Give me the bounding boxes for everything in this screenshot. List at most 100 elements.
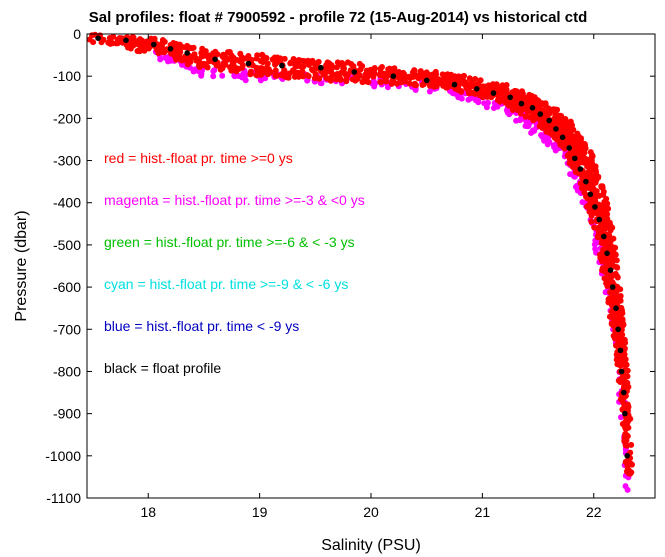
red-point [614,299,621,306]
y-axis-label: Pressure (dbar) [13,210,30,321]
red-point [441,72,448,79]
float-profile-point [621,389,627,396]
magenta-point [567,171,574,178]
x-tick-label: 21 [475,504,491,520]
red-point [260,53,267,60]
x-tick-label: 19 [252,504,268,520]
red-point [228,55,235,62]
float-profile-point [318,64,324,71]
red-point [628,469,635,476]
red-point [195,57,202,64]
red-point [172,47,179,54]
red-point [430,71,437,78]
red-point [343,76,350,83]
red-point [376,72,383,78]
red-point [204,64,211,71]
red-point [172,54,179,60]
red-point [614,361,621,368]
float-profile-point [490,90,497,96]
magenta-point [210,73,217,80]
red-point [173,40,180,47]
float-profile-point [617,347,624,354]
y-axis-ticks: 0 -100 -200 -300 -400 -500 -600 -700 -800 -900 -10… [45,26,655,506]
red-point [273,72,280,79]
red-point [628,441,635,448]
red-point [628,460,634,467]
float-profile-point [546,117,552,124]
red-point [259,58,266,65]
red-point [297,57,304,64]
magenta-point [544,136,551,143]
red-point [378,79,384,86]
red-point [395,75,402,81]
float-profile-point [537,111,544,117]
red-point [554,114,561,121]
red-point [517,110,524,117]
red-point [309,67,316,74]
red-point [402,78,409,85]
red-point [472,76,479,82]
float-profile-point [607,267,614,274]
float-profile-point [577,166,584,172]
float-profile-point [583,178,589,185]
red-point [461,72,467,79]
legend-entry: blue = hist.-float pr. time < -9 ys [104,318,299,334]
red-point [356,72,363,79]
red-point [177,49,184,55]
red-point [539,100,546,107]
float-profile-point [167,46,174,52]
red-point [469,90,476,96]
legend-entry: magenta = hist.-float pr. time >=-3 & <0… [104,192,365,208]
magenta-point [426,88,433,95]
x-tick-label: 22 [586,504,602,520]
red-point [365,79,372,86]
red-point [588,158,595,165]
red-point [599,258,605,265]
red-point [129,34,136,41]
float-profile-point [123,37,129,44]
red-point [213,62,220,69]
red-point [227,64,233,71]
red-point [423,69,430,76]
x-tick-label: 18 [140,504,156,520]
red-point [383,78,390,85]
red-point [350,63,357,70]
red-point [326,60,333,67]
magenta-point [157,56,164,63]
red-point [300,63,307,70]
legend-entry: cyan = hist.-float pr. time >=-9 & < -6 … [104,276,348,292]
red-point [601,266,608,273]
red-point [134,48,141,54]
red-point [391,65,398,72]
red-point [566,151,573,157]
red-point [377,65,384,72]
red-point [589,153,596,160]
float-profile-point [474,86,480,92]
y-tick-label: -300 [53,153,81,169]
red-point [625,424,632,431]
float-profile-point [559,134,566,141]
red-point [277,58,284,64]
red-point [431,76,438,83]
red-point [455,73,462,80]
float-profile-point [451,81,458,88]
magenta-point [579,199,586,206]
float-profile-point [423,77,430,84]
magenta-point [531,127,538,134]
legend-entry: green = hist.-float pr. time >=-6 & < -3… [104,234,355,250]
float-profile-point [609,284,616,290]
magenta-point [190,68,197,75]
red-point [622,431,629,438]
red-point [359,79,366,86]
red-point [604,215,611,222]
magenta-point [539,133,546,140]
red-point [258,70,265,77]
red-point [415,75,422,82]
red-point [601,199,608,205]
float-profile-point [604,250,610,257]
red-point [242,55,248,62]
x-tick-label: 20 [363,504,379,520]
red-point [531,94,538,101]
y-tick-label: -400 [53,195,81,211]
red-point [341,65,347,72]
